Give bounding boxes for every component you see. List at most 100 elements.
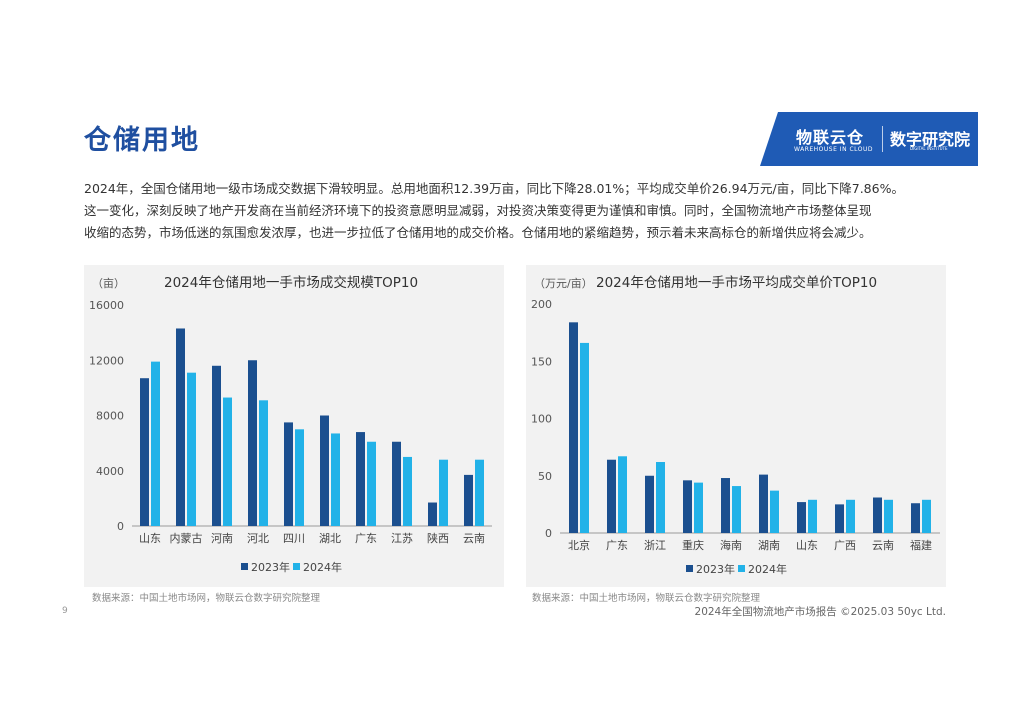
bar-2023 <box>759 474 768 533</box>
page-number: 9 <box>62 606 68 616</box>
brand-name: 物联云仓 <box>796 128 865 147</box>
bar-2024 <box>656 462 665 533</box>
chart-panel-unit-price: 2024年仓储用地一手市场平均成交单价TOP10 （万元/亩） 0 50 100 150 2… <box>526 265 946 587</box>
summary-paragraph: 2024年，全国仓储用地一级市场成交数据下滑较明显。总用地面积12.39万亩，同… <box>84 178 954 244</box>
legend-swatch <box>686 565 693 572</box>
bar-2024 <box>331 433 340 526</box>
bar-2024 <box>367 441 376 526</box>
bar-2023 <box>835 504 844 533</box>
y-tick-label: 200 <box>531 298 552 311</box>
legend-swatch <box>738 565 745 572</box>
bar-2024 <box>884 499 893 533</box>
page-title: 仓储用地 <box>84 125 200 156</box>
legend-swatch <box>241 563 248 570</box>
bar-2023 <box>248 360 257 526</box>
y-tick-label: 8000 <box>96 410 124 423</box>
bar-2024 <box>187 372 196 526</box>
chart-unit-price: 2024年仓储用地一手市场平均成交单价TOP10（万元/亩） 0 50 100 150 2… <box>531 274 940 576</box>
legend-label: 2024年 <box>303 560 342 574</box>
x-tick-label: 陕西 <box>427 531 449 545</box>
bar-2024 <box>618 456 627 533</box>
y-tick-label: 150 <box>531 355 552 368</box>
legend-label: 2024年 <box>748 562 787 576</box>
x-tick-label: 云南 <box>463 532 485 545</box>
x-tick-label: 河南 <box>211 532 233 545</box>
brand-logo: 物联云仓 WAREHOUSE IN CLOUD 数字研究院 DIGITAL IN… <box>760 112 978 166</box>
bar-2023 <box>284 422 293 526</box>
x-tick-label: 湖北 <box>319 532 341 545</box>
x-tick-label: 广东 <box>355 532 377 545</box>
y-tick-label: 4000 <box>96 465 124 478</box>
bar-2023 <box>176 328 185 526</box>
x-tick-label: 浙江 <box>644 539 666 552</box>
x-tick-label: 福建 <box>910 538 932 552</box>
bar-2024 <box>223 397 232 526</box>
bar-2023 <box>428 502 437 526</box>
legend-label: 2023年 <box>696 562 735 576</box>
bar-2024 <box>580 342 589 533</box>
x-tick-label: 山东 <box>796 539 818 552</box>
brand-background <box>760 112 978 166</box>
bar-2024 <box>808 499 817 533</box>
paragraph-line: 收缩的态势，市场低迷的氛围愈发浓厚，也进一步拉低了仓储用地的成交价格。仓储用地的… <box>84 225 872 240</box>
y-tick-label: 16000 <box>89 299 124 312</box>
bar-2024 <box>403 456 412 526</box>
source-note-right: 数据来源：中国土地市场网，物联云仓数字研究院整理 <box>532 593 761 604</box>
x-tick-label: 四川 <box>283 532 305 545</box>
chart-panel-land-area: 2024年仓储用地一手市场成交规模TOP10 （亩） 0 4000 8000 12000 1… <box>84 265 504 587</box>
bar-2023 <box>212 365 221 526</box>
bar-2024 <box>475 459 484 526</box>
y-tick-label: 50 <box>538 470 552 483</box>
y-tick-label: 0 <box>545 527 552 540</box>
x-tick-label: 广西 <box>834 539 856 552</box>
x-tick-label: 重庆 <box>682 538 704 552</box>
x-tick-label: 湖南 <box>758 539 780 552</box>
y-axis-unit: （万元/亩） <box>534 276 593 290</box>
brand-institute: 数字研究院 <box>890 130 971 149</box>
bar-2023 <box>320 415 329 526</box>
chart-title: 2024年仓储用地一手市场成交规模TOP10 <box>164 274 418 291</box>
bar-2024 <box>732 486 741 533</box>
chart-land-area: 2024年仓储用地一手市场成交规模TOP10 （亩） 0 4000 8000 12000 1… <box>89 274 492 574</box>
paragraph-line: 2024年，全国仓储用地一级市场成交数据下滑较明显。总用地面积12.39万亩，同… <box>84 181 904 196</box>
bar-2024 <box>846 499 855 533</box>
bar-2023 <box>911 503 920 533</box>
brand-institute-sub: DIGITAL INSTITUTE <box>910 146 948 151</box>
chart-title: 2024年仓储用地一手市场平均成交单价TOP10 <box>596 274 877 291</box>
bar-2024 <box>259 400 268 526</box>
x-tick-label: 江苏 <box>391 532 413 545</box>
bar-2023 <box>464 474 473 526</box>
bar-2023 <box>645 475 654 533</box>
bar-2023 <box>873 497 882 533</box>
x-tick-label: 河北 <box>247 532 269 545</box>
x-tick-label: 云南 <box>872 539 894 552</box>
bar-2023 <box>140 378 149 526</box>
bar-2023 <box>392 441 401 526</box>
source-note-left: 数据来源：中国土地市场网，物联云仓数字研究院整理 <box>92 593 321 604</box>
x-tick-label: 北京 <box>568 538 590 552</box>
bar-2023 <box>721 478 730 533</box>
legend-label: 2023年 <box>251 560 290 574</box>
y-tick-label: 12000 <box>89 354 124 367</box>
x-tick-label: 内蒙古 <box>170 531 203 545</box>
bar-2024 <box>694 482 703 533</box>
bar-2023 <box>797 502 806 533</box>
legend-swatch <box>293 563 300 570</box>
footer-text: 2024年全国物流地产市场报告 ©2025.03 50yc Ltd. <box>694 606 946 618</box>
x-tick-label: 山东 <box>139 532 161 545</box>
bar-2023 <box>683 480 692 533</box>
bar-2024 <box>295 429 304 526</box>
paragraph-line: 这一变化，深刻反映了地产开发商在当前经济环境下的投资意愿明显减弱，对投资决策变得… <box>84 203 872 218</box>
bar-2024 <box>922 499 931 533</box>
brand-divider <box>882 126 883 152</box>
bar-2023 <box>607 459 616 533</box>
x-tick-label: 海南 <box>720 538 742 552</box>
bar-2024 <box>151 361 160 526</box>
brand-sub: WAREHOUSE IN CLOUD <box>794 146 874 153</box>
bar-2024 <box>439 459 448 526</box>
y-axis-unit: （亩） <box>92 276 125 290</box>
y-tick-label: 0 <box>117 520 124 533</box>
bar-2023 <box>356 432 365 526</box>
bar-2024 <box>770 490 779 533</box>
y-tick-label: 100 <box>531 413 552 426</box>
